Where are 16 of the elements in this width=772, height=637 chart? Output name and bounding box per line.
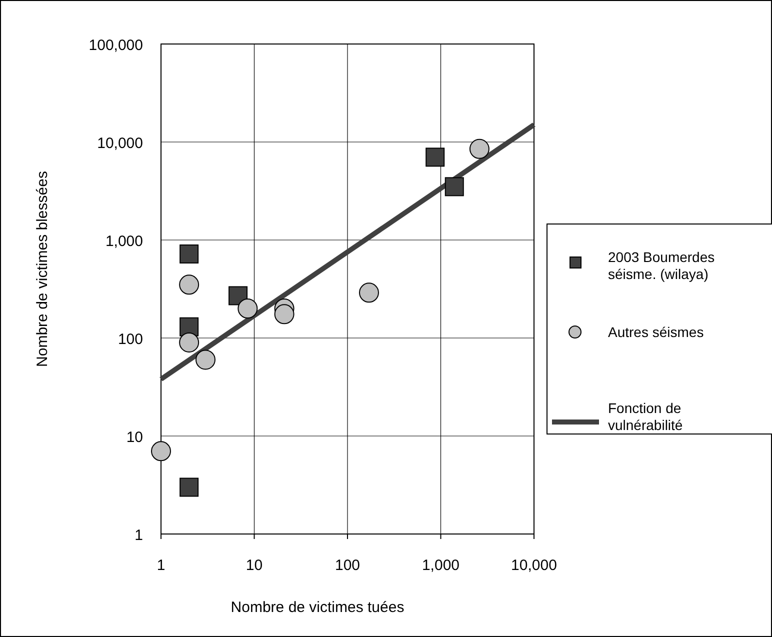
x-tick-label: 10,000 [511, 557, 557, 574]
y-tick-label: 1 [134, 527, 143, 544]
y-tick-label: 10,000 [97, 135, 143, 152]
y-tick-label: 100 [118, 331, 143, 348]
y-axis-title: Nombre de victimes blessées [34, 171, 51, 367]
legend-label: 2003 Boumerdes séisme. (wilaya) [608, 249, 715, 282]
legend-label: Fonction de vulnérabilité [608, 400, 683, 433]
x-tick-label: 100 [334, 557, 360, 574]
x-tick-label: 10 [246, 557, 263, 574]
x-tick-label: 1,000 [422, 557, 460, 574]
x-tick-label: 1 [156, 557, 166, 574]
y-tick-label: 100,000 [88, 37, 143, 54]
x-axis-title: Nombre de victimes tuées [230, 599, 404, 616]
y-tick-label: 10 [126, 429, 143, 446]
legend-label: Autres séismes [608, 324, 704, 340]
y-tick-label: 1,000 [105, 233, 143, 250]
